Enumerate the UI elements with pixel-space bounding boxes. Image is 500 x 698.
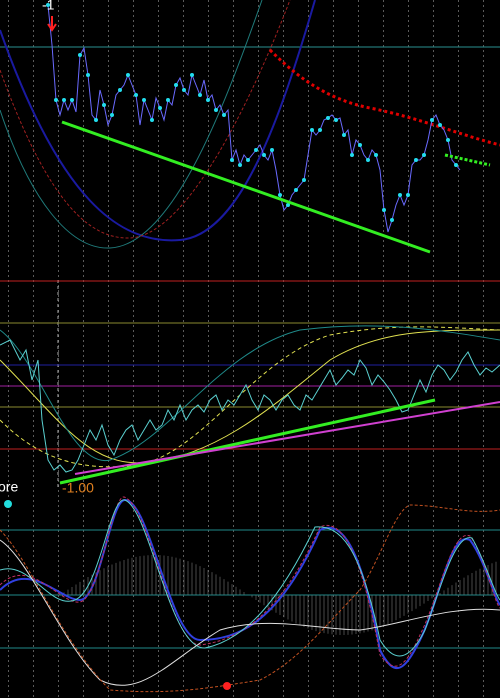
price-dot <box>158 106 162 110</box>
price-dot <box>342 133 346 137</box>
price-dot <box>198 93 202 97</box>
price-dot <box>446 138 450 142</box>
signal-arrow <box>47 16 57 32</box>
price-dot <box>126 73 130 77</box>
trend-line <box>61 120 431 254</box>
price-dot <box>310 128 314 132</box>
teal-curve <box>0 0 263 249</box>
orange-osc <box>0 504 500 693</box>
price-dot <box>78 53 82 57</box>
price-dot <box>254 148 258 152</box>
yellow-curve <box>0 329 500 464</box>
price-dot <box>102 103 106 107</box>
price-dot <box>334 118 338 122</box>
price-dot <box>222 113 226 117</box>
price-dot <box>398 193 402 197</box>
price-dot <box>382 208 386 212</box>
price-dot <box>110 113 114 117</box>
price-dot <box>166 98 170 102</box>
trend-line <box>59 398 436 485</box>
price-dot <box>118 88 122 92</box>
red-dashed-curve <box>0 0 291 239</box>
price-dot <box>142 98 146 102</box>
price-dot <box>230 158 234 162</box>
indicator-panel: ore <box>0 479 500 693</box>
price-dot <box>262 153 266 157</box>
price-dot <box>246 158 250 162</box>
price-dot <box>406 193 410 197</box>
price-dot <box>438 123 442 127</box>
price-dot <box>318 128 322 132</box>
price-dot <box>62 98 66 102</box>
price-dot <box>430 118 434 122</box>
price-dot <box>326 116 330 120</box>
indicator-label: ore <box>0 479 18 495</box>
price-dots <box>46 3 458 222</box>
price-line <box>47 4 461 233</box>
price-dot <box>302 178 306 182</box>
price-dot <box>134 93 138 97</box>
cyan-osc <box>0 499 500 657</box>
oscillator-line <box>0 339 500 473</box>
price-dot <box>174 83 178 87</box>
price-dot <box>294 188 298 192</box>
price-dot <box>270 148 274 152</box>
price-dot <box>374 153 378 157</box>
price-dot <box>454 163 458 167</box>
price-dot <box>350 153 354 157</box>
red-osc <box>0 496 500 667</box>
price-dot <box>214 108 218 112</box>
teal-curve <box>0 325 500 461</box>
price-dot <box>390 218 394 222</box>
trend-line-dotted <box>444 153 491 167</box>
indicator-dot <box>4 500 12 508</box>
price-panel: -1 <box>0 0 500 254</box>
signal-dot <box>223 682 231 690</box>
price-dot <box>54 98 58 102</box>
price-dot <box>286 203 290 207</box>
price-dot <box>206 98 210 102</box>
price-dot <box>358 143 362 147</box>
price-dot <box>46 3 50 7</box>
price-dot <box>182 88 186 92</box>
price-dot <box>150 118 154 122</box>
support-line <box>74 401 500 475</box>
price-dot <box>414 158 418 162</box>
oscillator-panel: -1.00 <box>0 280 500 496</box>
red-dotted-curve <box>268 48 500 147</box>
price-dot <box>422 153 426 157</box>
level-label: -1.00 <box>62 480 94 496</box>
price-dot <box>366 158 370 162</box>
price-dot <box>86 73 90 77</box>
top-marker: -1 <box>42 0 55 13</box>
white-osc <box>0 539 500 686</box>
blue-curve <box>0 0 316 242</box>
price-dot <box>70 98 74 102</box>
price-dot <box>238 163 242 167</box>
price-dot <box>190 73 194 77</box>
price-dot <box>278 193 282 197</box>
price-dot <box>94 118 98 122</box>
